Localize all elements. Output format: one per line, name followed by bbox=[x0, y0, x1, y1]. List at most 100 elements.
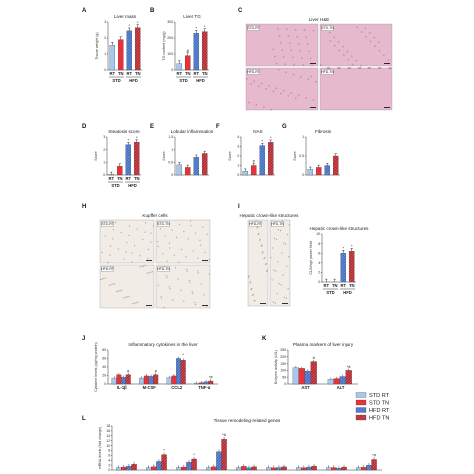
E-title: Lobular inflammation bbox=[171, 129, 214, 134]
H-tissue-dot bbox=[113, 283, 116, 285]
I-micrograph bbox=[269, 219, 291, 307]
H-tissue-dot bbox=[157, 241, 159, 243]
H-image-label: STD-RT bbox=[101, 222, 113, 226]
H-tissue-dot bbox=[181, 248, 183, 251]
C-tissue-dot bbox=[377, 41, 380, 44]
J-sig-mark: * bbox=[182, 352, 184, 357]
I-tissue-dot bbox=[277, 229, 280, 231]
H-image-tag bbox=[157, 266, 170, 272]
I-tissue-dot bbox=[250, 281, 252, 283]
F-bar bbox=[250, 165, 257, 176]
D-xtick-label: RT bbox=[125, 176, 131, 181]
F-ytick-label: 2 bbox=[237, 154, 239, 158]
H-tissue-dot bbox=[197, 270, 199, 272]
F-ytick-label: 3 bbox=[237, 145, 239, 149]
L-bar-hatch bbox=[186, 462, 192, 470]
C-tissue-dot bbox=[311, 64, 313, 67]
C-tissue-dot bbox=[307, 78, 310, 81]
L-bar bbox=[296, 467, 302, 471]
H-tissue-dot bbox=[150, 232, 152, 234]
I-tissue-dot bbox=[285, 297, 287, 299]
I-tissue-dot bbox=[279, 230, 282, 232]
I-tissue-dot bbox=[265, 262, 267, 265]
A-bar-hatch bbox=[126, 30, 132, 70]
B-sig-mark: # bbox=[187, 48, 190, 53]
K-sig-mark: # bbox=[313, 355, 316, 360]
L-bar-hatch bbox=[221, 439, 227, 470]
legend-swatch bbox=[355, 399, 367, 406]
L-ytick-label: 8 bbox=[108, 449, 110, 453]
B-bar-hatch bbox=[202, 31, 208, 71]
H-tissue-dot bbox=[107, 261, 109, 264]
C-tissue-dot bbox=[359, 64, 362, 67]
C-image-tag bbox=[321, 69, 334, 75]
I-tissue-dot bbox=[254, 299, 256, 301]
H-tissue-dot bbox=[191, 290, 193, 293]
I-tissue-dot bbox=[259, 239, 261, 241]
H-image-tag bbox=[101, 266, 114, 272]
H-tissue-dot bbox=[112, 229, 114, 231]
K-bar bbox=[292, 367, 299, 385]
H-tissue-dot bbox=[150, 271, 152, 273]
L-bar bbox=[326, 467, 332, 471]
H-tissue-dot bbox=[101, 278, 103, 280]
H-tissue-dot bbox=[121, 289, 123, 291]
H-tissue-dot bbox=[112, 238, 114, 240]
C-image-tag bbox=[321, 25, 334, 31]
C-tissue-dot bbox=[279, 41, 282, 44]
I-tissue-dot bbox=[250, 288, 252, 291]
I-tissue-dot bbox=[277, 260, 279, 263]
A-xtick-label: RT bbox=[109, 71, 115, 76]
H-tissue-dot bbox=[123, 258, 125, 260]
H-tissue-dot bbox=[139, 255, 141, 257]
C-tissue-dot bbox=[257, 85, 260, 88]
H-tissue-dot bbox=[164, 235, 166, 237]
B-xtick-label: TN bbox=[185, 71, 191, 76]
L-bar-hatch bbox=[251, 466, 257, 470]
H-micrograph bbox=[99, 219, 155, 264]
C-tissue-dot bbox=[347, 58, 350, 61]
H-tissue-dot bbox=[186, 270, 188, 272]
C-tissue-dot bbox=[285, 71, 287, 74]
C-tissue-dot bbox=[326, 67, 329, 69]
G-ytick-label: 0 bbox=[302, 173, 304, 177]
L-sig-mark: * bbox=[193, 452, 195, 457]
I-sig-mark: * bbox=[342, 245, 344, 250]
L-bar-hatch bbox=[246, 467, 252, 470]
H-tissue-dot bbox=[197, 257, 199, 259]
H-tissue-dot bbox=[160, 297, 163, 299]
H-tissue-dot bbox=[194, 304, 197, 306]
legend-label: STD RT bbox=[369, 393, 390, 399]
A-group-label: STD bbox=[112, 78, 120, 83]
G-bar-hatch bbox=[324, 165, 330, 175]
panel-letter-i: I bbox=[238, 204, 240, 210]
C-tissue-dot bbox=[282, 56, 285, 58]
C-tissue-dot bbox=[356, 26, 359, 29]
B-ytick-label: 100 bbox=[167, 52, 173, 56]
I-tissue-dot bbox=[286, 233, 289, 236]
L-sig-mark: *# bbox=[222, 432, 227, 437]
C-tissue-dot bbox=[382, 54, 385, 57]
L-bar-hatch bbox=[216, 451, 222, 470]
H-image-tag bbox=[157, 221, 170, 227]
H-tissue-dot bbox=[150, 241, 152, 243]
H-tissue-dot bbox=[204, 251, 206, 253]
H-image-label: HFD-TN bbox=[157, 267, 170, 271]
I-tissue-dot bbox=[272, 247, 274, 249]
A-ytick-label: 3 bbox=[104, 20, 106, 24]
C-tissue-dot bbox=[272, 90, 275, 93]
I-tissue-dot bbox=[266, 270, 268, 272]
C-tissue-dot bbox=[312, 29, 315, 32]
I-tissue-dot bbox=[264, 257, 266, 259]
H-tissue-dot bbox=[139, 266, 141, 268]
H-tissue-dot bbox=[175, 236, 178, 238]
I-tissue-dot bbox=[287, 288, 289, 290]
L-bar bbox=[266, 467, 272, 471]
B-group-label: HFD bbox=[196, 78, 205, 83]
I-tissue-dot bbox=[275, 270, 277, 272]
H-tissue-dot bbox=[112, 283, 114, 285]
L-bar bbox=[301, 467, 307, 471]
I-tissue-dot bbox=[272, 301, 274, 303]
H-image-label: HFD-RT bbox=[101, 267, 114, 271]
C-tissue-dot bbox=[300, 57, 303, 59]
